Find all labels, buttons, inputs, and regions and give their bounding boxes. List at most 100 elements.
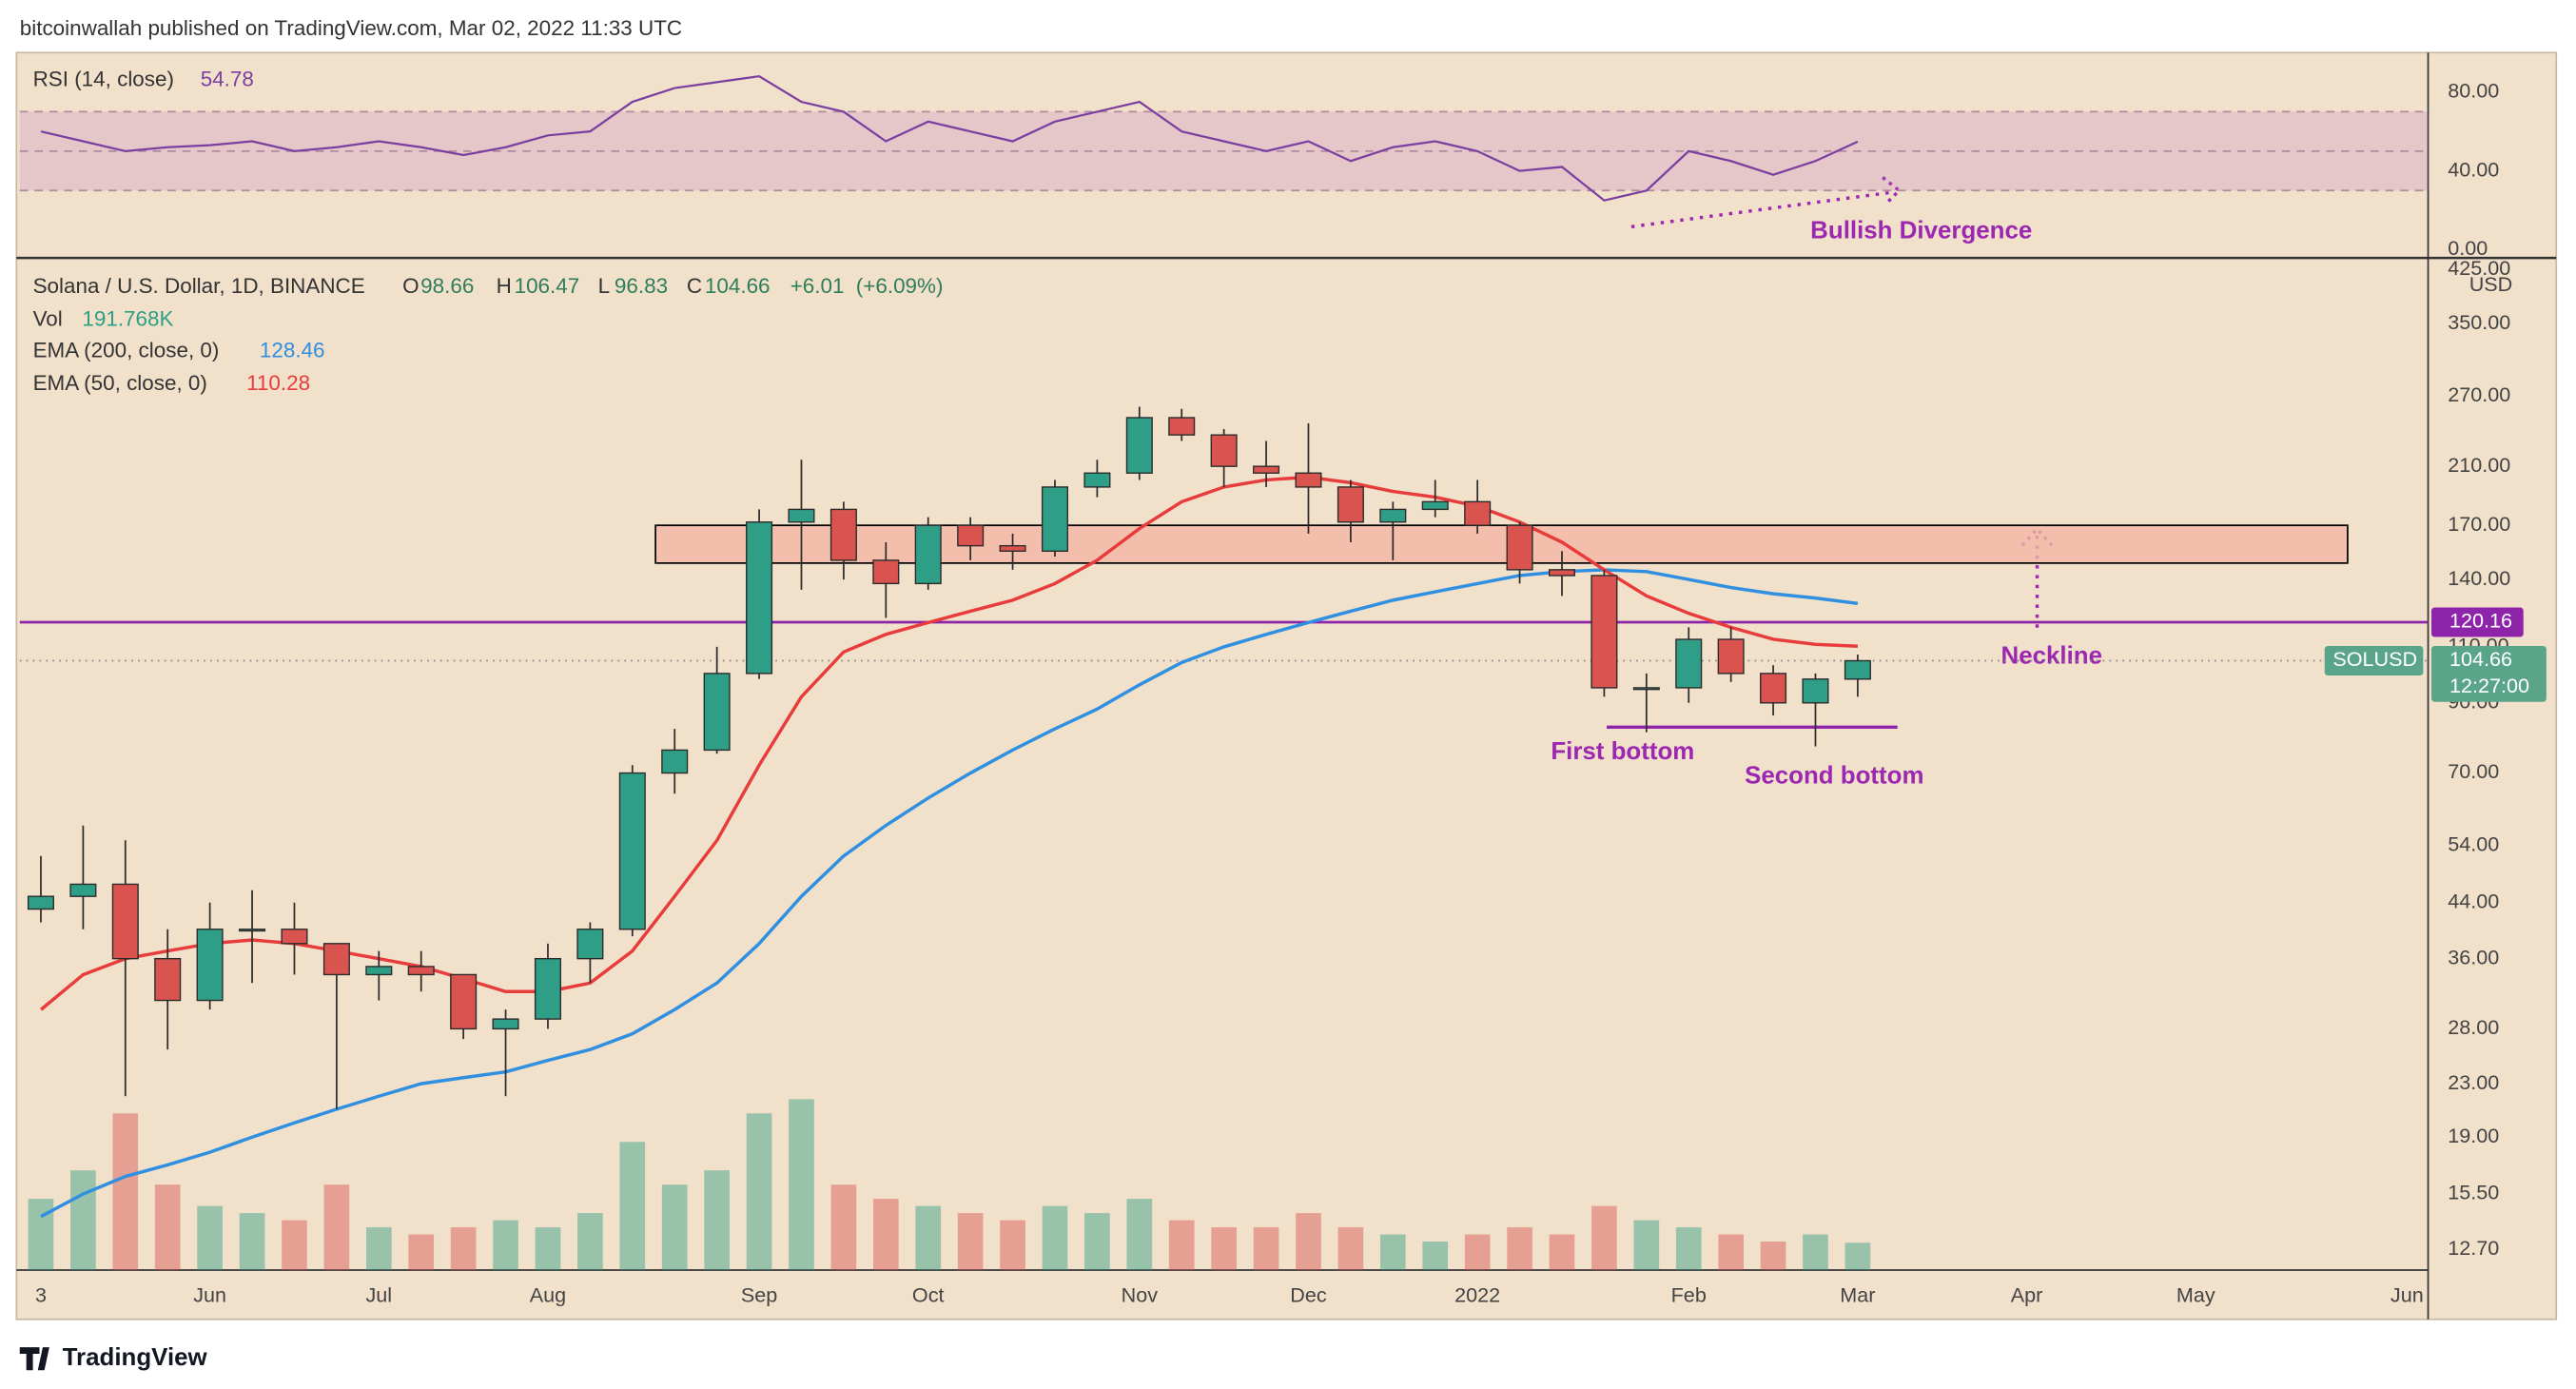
brand[interactable]: TradingView [63, 1344, 208, 1371]
price-title: Solana / U.S. Dollar, 1D, BINANCE [33, 274, 365, 298]
ohlc-label: L [598, 274, 610, 298]
volume-bar [1084, 1213, 1110, 1270]
volume-bar [1675, 1227, 1702, 1270]
candle-body [618, 772, 646, 930]
candle-body [576, 929, 604, 960]
ohlc-change-pct: (+6.09%) [856, 274, 944, 298]
volume-bar [282, 1220, 307, 1270]
price-tick-label: 36.00 [2448, 945, 2499, 968]
candle-body [1717, 638, 1745, 675]
time-tick-label: Nov [1122, 1282, 1159, 1306]
volume-bar [1253, 1227, 1279, 1270]
candle-body [1295, 472, 1322, 488]
candle-body [1210, 434, 1238, 467]
volume-bar [1211, 1227, 1237, 1270]
volume-bar [577, 1213, 603, 1270]
candle-body [746, 521, 773, 675]
time-tick-label: May [2176, 1282, 2215, 1306]
ema-value: 128.46 [260, 339, 325, 362]
ohlc-value: 96.83 [615, 274, 668, 298]
candle-body [661, 749, 689, 774]
candle-body [1548, 569, 1575, 577]
price-tick-label: 170.00 [2448, 512, 2510, 536]
symbol-tag-label: SOLUSD [2332, 647, 2417, 671]
candle-body [1464, 500, 1492, 526]
candle-body [322, 943, 350, 976]
volume-bar [1379, 1234, 1406, 1270]
time-tick-label: Feb [1671, 1282, 1707, 1306]
candle-body [1168, 417, 1196, 436]
time-tick-label: Oct [912, 1282, 945, 1306]
candle-body [1632, 687, 1660, 691]
candle-body [239, 929, 266, 932]
publisher: bitcoinwallah published on TradingView.c… [20, 16, 682, 40]
candle-body [1421, 500, 1449, 511]
candle-body [1590, 575, 1618, 689]
ema-legend: EMA (200, close, 0) [33, 339, 220, 362]
chart-background [15, 51, 2558, 1321]
volume-bar [1422, 1242, 1449, 1270]
rsi-line [40, 74, 1859, 202]
volume-bar [408, 1234, 435, 1270]
ohlc-label: H [497, 274, 512, 298]
volume-value: 191.768K [82, 307, 173, 331]
volume-bar [661, 1184, 688, 1270]
volume-bar [1549, 1234, 1575, 1270]
volume-bar [1718, 1234, 1744, 1270]
candle-body [534, 957, 561, 1020]
volume-bar [704, 1170, 730, 1270]
candle-body [1125, 417, 1153, 474]
divergence-line [1630, 190, 1893, 229]
candle-body [196, 929, 224, 1002]
price-tick-label: 270.00 [2448, 382, 2510, 406]
volume-bar [1591, 1205, 1617, 1270]
price-tick-label: 23.00 [2448, 1070, 2499, 1094]
time-tick-label: Mar [1840, 1282, 1875, 1306]
volume-bar [1337, 1227, 1364, 1270]
candle-body [999, 544, 1026, 552]
candle-body [69, 883, 97, 897]
volume-bar [789, 1099, 814, 1270]
candle-body [154, 957, 182, 1002]
candle-body [1083, 472, 1111, 488]
divergence-arrowhead [1882, 176, 1903, 205]
annotation: First bottom [1551, 738, 1694, 765]
rsi-tick-label: 80.00 [2448, 78, 2499, 102]
volume-bar [365, 1227, 392, 1270]
volume-bar [1760, 1242, 1786, 1270]
volume-bar [1844, 1242, 1871, 1270]
volume-bar [28, 1199, 54, 1270]
volume-bar [323, 1184, 350, 1270]
price-tick-label: 54.00 [2448, 831, 2499, 855]
volume-bar [1126, 1199, 1153, 1270]
time-tick-label: Dec [1290, 1282, 1327, 1306]
price-tick-label: 210.00 [2448, 453, 2510, 477]
countdown-label: 12:27:00 [2449, 674, 2529, 697]
volume-bar [1000, 1220, 1025, 1270]
candle-body [914, 524, 942, 585]
price-tick-label: 350.00 [2448, 310, 2510, 334]
candle-body [450, 973, 478, 1030]
annotation: Neckline [2001, 643, 2103, 670]
candle-body [1844, 659, 1871, 680]
price-tick-label: 44.00 [2448, 889, 2499, 912]
volume-bar [493, 1220, 518, 1270]
candle-body [872, 559, 900, 585]
ohlc-label: C [687, 274, 702, 298]
ohlc-value: 98.66 [420, 274, 474, 298]
candle-body [788, 508, 815, 523]
candle-body [492, 1018, 519, 1030]
volume-bar [915, 1205, 942, 1270]
volume-bar [1803, 1234, 1828, 1270]
volume-bar [154, 1184, 181, 1270]
volume-bar [1633, 1220, 1660, 1270]
ohlc-label: O [402, 274, 419, 298]
price-tag [2430, 645, 2547, 702]
volume-bar [197, 1205, 223, 1270]
time-tick-label: 3 [35, 1282, 47, 1306]
rsi-tick-label: 0.00 [2448, 236, 2488, 260]
rsi-title: RSI (14, close) [33, 68, 174, 91]
annotation: Second bottom [1745, 763, 1923, 790]
